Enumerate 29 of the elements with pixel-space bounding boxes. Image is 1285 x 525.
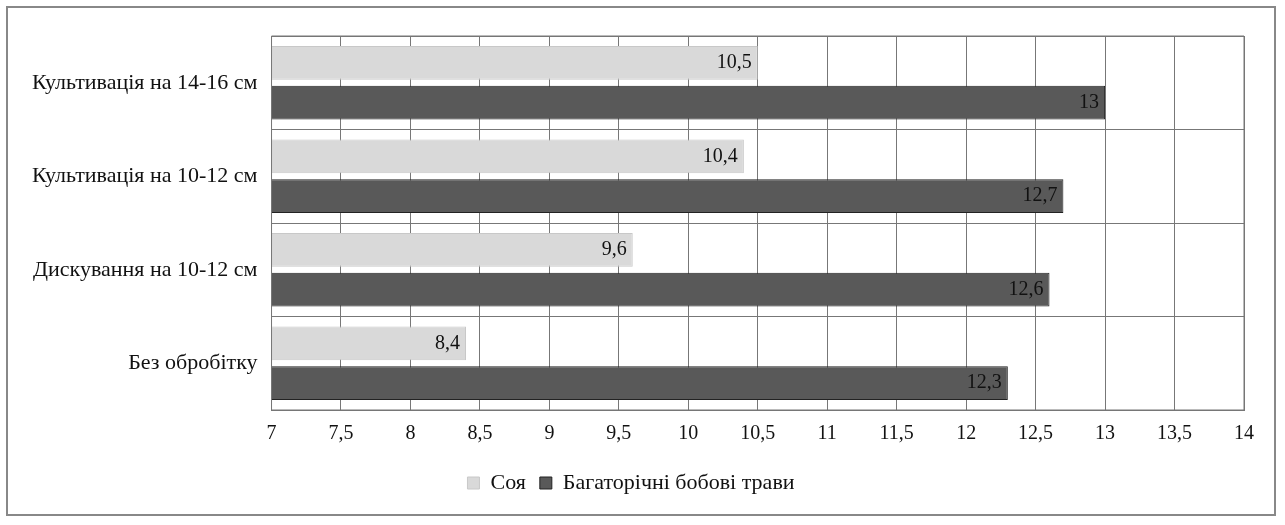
x-tick-label: 12,5 <box>1018 421 1054 444</box>
x-tick-label: 7,5 <box>328 421 354 444</box>
x-tick-label: 9,5 <box>606 421 632 444</box>
data-label: 12,3 <box>966 370 1002 393</box>
data-label: 12,7 <box>1022 183 1058 206</box>
data-label: 10,4 <box>702 143 738 166</box>
x-tick-label: 9 <box>544 421 555 444</box>
data-label: 10,5 <box>716 50 752 73</box>
x-tick-label: 13 <box>1095 421 1116 444</box>
x-tick-label: 11 <box>817 421 837 444</box>
y-tick-label: Культивація на 10-12 см <box>31 162 258 188</box>
legend-label: Багаторічні бобові трави <box>562 468 795 494</box>
x-tick-label: 13,5 <box>1157 421 1193 444</box>
data-label: 12,6 <box>1008 276 1044 299</box>
data-label: 13 <box>1079 89 1100 112</box>
x-tick-label: 12 <box>956 421 977 444</box>
x-tick-label: 14 <box>1234 421 1254 444</box>
y-tick-label: Дискування на 10-12 см <box>33 255 258 281</box>
x-tick-label: 11,5 <box>879 421 914 444</box>
y-tick-label: Без обробітку <box>128 349 258 375</box>
x-tick-label: 8 <box>405 421 416 444</box>
data-label: 8,4 <box>435 330 461 353</box>
y-tick-label: Культивація на 14-16 см <box>31 68 258 94</box>
x-tick-label: 7 <box>266 421 277 444</box>
data-label: 9,6 <box>601 237 627 260</box>
x-tick-label: 10 <box>678 421 699 444</box>
x-tick-label: 10,5 <box>740 421 776 444</box>
legend-label: Соя <box>490 468 526 494</box>
x-tick-label: 8,5 <box>467 421 493 444</box>
